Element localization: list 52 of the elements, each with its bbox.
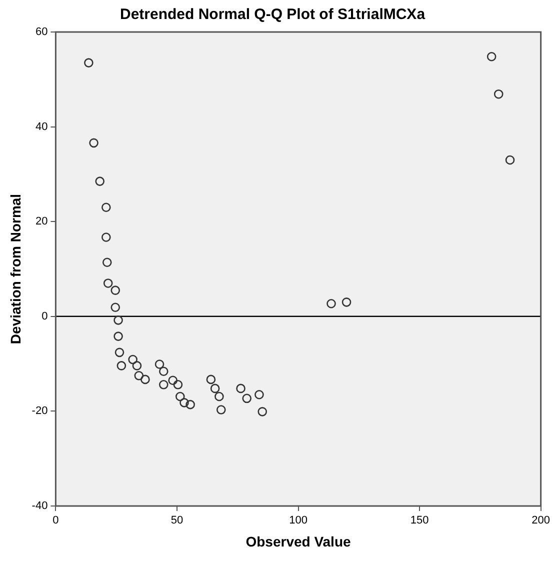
point xyxy=(242,394,252,404)
point xyxy=(180,398,189,408)
point xyxy=(140,374,150,384)
y-tick-label: 60 xyxy=(35,26,48,38)
point xyxy=(128,354,138,364)
y-tick-label: 20 xyxy=(35,216,48,228)
point xyxy=(110,302,120,312)
point xyxy=(102,202,111,212)
point xyxy=(175,392,185,402)
point xyxy=(158,366,168,376)
point xyxy=(116,361,126,370)
point xyxy=(216,405,226,414)
point xyxy=(486,52,496,62)
point xyxy=(206,374,216,384)
point xyxy=(154,360,164,369)
point xyxy=(114,348,124,358)
x-tick-label: 100 xyxy=(289,514,308,527)
point xyxy=(132,361,142,370)
point xyxy=(342,298,352,307)
point xyxy=(103,278,113,288)
point xyxy=(110,286,120,295)
point xyxy=(505,155,515,165)
x-tick-label: 150 xyxy=(410,514,429,527)
point xyxy=(114,332,123,341)
y-tick-label: -20 xyxy=(32,405,48,418)
chart-title: Detrended Normal Q-Q Plot of S1trialMCXa xyxy=(120,6,426,24)
point xyxy=(254,390,264,400)
y-tick-label: -40 xyxy=(32,500,48,512)
point xyxy=(214,392,224,402)
y-tick-label: 40 xyxy=(35,120,48,133)
point xyxy=(173,380,183,390)
x-axis-title: Observed Value xyxy=(246,533,351,550)
point xyxy=(186,400,195,410)
point xyxy=(102,232,111,242)
point xyxy=(494,89,504,99)
x-tick-label: 0 xyxy=(52,514,59,527)
point xyxy=(236,384,246,394)
point xyxy=(114,316,123,325)
point xyxy=(84,58,94,68)
point xyxy=(210,384,220,394)
x-tick-label: 50 xyxy=(170,514,184,527)
y-tick-label: 0 xyxy=(42,310,48,322)
point xyxy=(102,258,112,268)
point xyxy=(168,376,178,386)
point xyxy=(326,298,336,308)
y-axis-title: Deviation from Normal xyxy=(7,194,24,344)
point xyxy=(89,138,98,148)
x-tick-label: 200 xyxy=(532,514,550,527)
point xyxy=(258,407,268,416)
point xyxy=(95,176,104,186)
point xyxy=(158,380,168,390)
point xyxy=(134,371,144,380)
